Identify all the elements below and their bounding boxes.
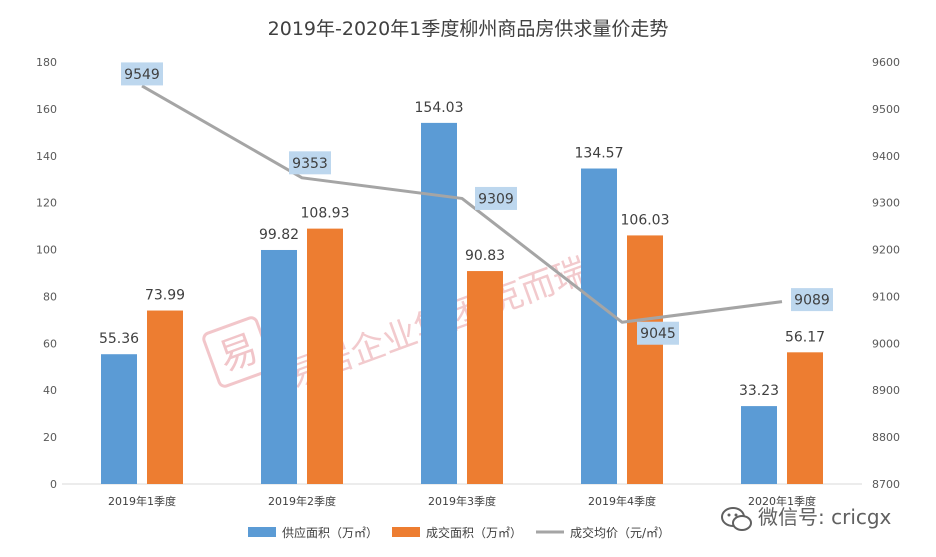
price-value-label: 9045 <box>640 326 676 342</box>
legend-label: 成交均价（元/㎡） <box>570 525 670 540</box>
bar-value-label: 55.36 <box>99 331 139 347</box>
bar <box>147 310 183 484</box>
wechat-icon <box>721 507 752 531</box>
price-label-bg <box>637 321 679 345</box>
bars <box>101 122 823 484</box>
y-right-tick-label: 8700 <box>872 478 900 491</box>
bar <box>421 122 457 484</box>
price-value-label: 9549 <box>124 67 160 83</box>
watermark: 易 易居企业集团·克而瑞 <box>202 251 593 396</box>
x-tick-label: 2019年2季度 <box>268 494 336 508</box>
bar-value-label: 154.03 <box>415 100 464 116</box>
bar <box>787 352 823 484</box>
y-left-tick-label: 0 <box>50 478 57 491</box>
y-right-tick-label: 9000 <box>872 337 900 350</box>
price-label-bg <box>121 62 163 86</box>
bar-value-label: 108.93 <box>301 206 350 222</box>
y-left-tick-label: 20 <box>43 431 57 444</box>
price-value-label: 9309 <box>478 191 514 207</box>
y-right-tick-label: 8900 <box>872 384 900 397</box>
legend-swatch <box>392 527 420 537</box>
wechat-account: 微信号: cricgx <box>721 505 892 531</box>
y-left-tick-label: 120 <box>36 197 57 210</box>
price-label-bg <box>791 288 833 312</box>
chart-title: 2019年-2020年1季度柳州商品房供求量价走势 <box>268 18 669 40</box>
bar-value-label: 33.23 <box>739 383 779 399</box>
price-label-bg <box>475 186 517 210</box>
bar <box>627 235 663 484</box>
watermark-logo-text: 易 <box>213 326 264 380</box>
bar <box>101 354 137 484</box>
y-left-tick-label: 40 <box>43 384 57 397</box>
price-series-line <box>141 84 783 324</box>
x-tick-label: 2019年4季度 <box>588 494 656 508</box>
legend-label: 供应面积（万㎡） <box>282 525 378 540</box>
bar <box>581 168 617 484</box>
wechat-text: 微信号: cricgx <box>758 505 892 529</box>
legend-swatch <box>248 527 276 537</box>
bar <box>261 249 297 484</box>
bar-value-label: 106.03 <box>621 212 670 228</box>
price-label-bg <box>289 151 331 175</box>
y-right-tick-label: 9500 <box>872 103 900 116</box>
y-left-tick-label: 180 <box>36 56 57 69</box>
y-right-tick-label: 9100 <box>872 290 900 303</box>
axes: 0 20 40 60 80 100 120 140 160 180 8700 8800 8900 9000… <box>36 56 900 508</box>
x-tick-label: 2019年1季度 <box>108 494 176 508</box>
bar-value-label: 134.57 <box>575 146 624 162</box>
bar-value-label: 73.99 <box>145 288 185 304</box>
y-left-tick-label: 80 <box>43 290 57 303</box>
bar-value-label: 99.82 <box>259 227 299 243</box>
bar-value-label: 90.83 <box>465 248 505 264</box>
bar <box>307 228 343 484</box>
y-left-tick-label: 160 <box>36 103 57 116</box>
y-right-tick-label: 9400 <box>872 150 900 163</box>
y-right-tick-label: 8800 <box>872 431 900 444</box>
legend: 供应面积（万㎡） 成交面积（万㎡） 成交均价（元/㎡） <box>248 525 670 540</box>
bar-value-label: 56.17 <box>785 329 825 345</box>
x-tick-label: 2020年1季度 <box>748 494 816 508</box>
price-value-label: 9353 <box>292 156 328 172</box>
y-right-tick-label: 9600 <box>872 56 900 69</box>
bar <box>741 406 777 484</box>
y-left-tick-label: 60 <box>43 337 57 350</box>
bar <box>467 271 503 484</box>
y-right-tick-label: 9200 <box>872 244 900 257</box>
y-left-tick-label: 100 <box>36 244 57 257</box>
legend-label: 成交面积（万㎡） <box>426 525 522 540</box>
x-tick-label: 2019年3季度 <box>428 494 496 508</box>
y-left-tick-label: 140 <box>36 150 57 163</box>
price-value-label: 9089 <box>794 293 830 309</box>
price-line <box>141 84 783 324</box>
data-labels: 55.36 99.82 154.03 134.57 33.23 73.99 108.93 90… <box>99 62 833 399</box>
y-right-tick-label: 9300 <box>872 197 900 210</box>
